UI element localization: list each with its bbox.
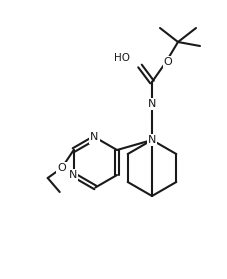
Text: N: N [90, 133, 98, 143]
Text: O: O [57, 163, 66, 173]
Text: N: N [147, 135, 155, 145]
Text: N: N [68, 170, 76, 180]
Text: HO: HO [114, 53, 129, 63]
Text: O: O [163, 57, 172, 67]
Text: N: N [147, 99, 155, 109]
